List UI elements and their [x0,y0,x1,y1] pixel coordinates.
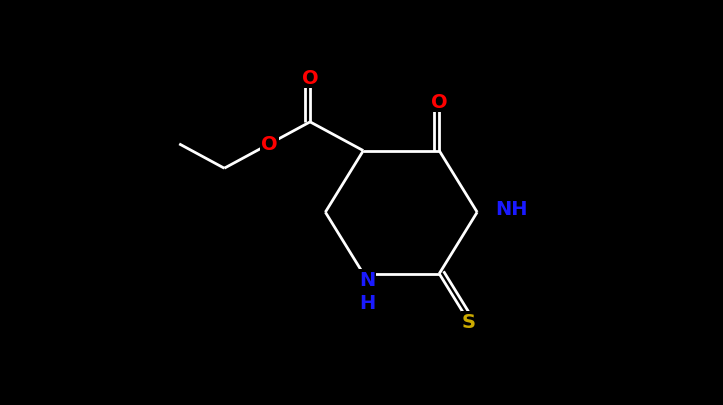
Text: NH: NH [495,200,528,219]
Text: O: O [301,69,318,88]
Text: N: N [359,270,375,289]
Text: H: H [359,293,375,312]
Text: O: O [261,135,278,154]
Text: O: O [431,93,448,112]
Text: S: S [462,313,476,331]
